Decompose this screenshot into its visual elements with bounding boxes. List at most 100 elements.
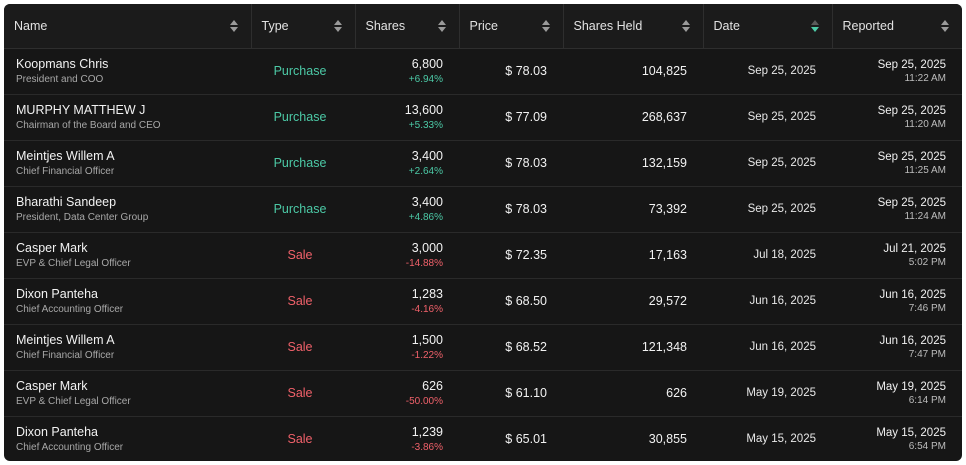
reported-date: May 19, 2025 [876,380,946,393]
trade-date: Jun 16, 2025 [749,295,816,307]
price-value: $ 61.10 [505,386,547,400]
column-header-shares-held[interactable]: Shares Held [563,4,704,49]
reported-date: Jun 16, 2025 [879,334,946,347]
insider-title: Chief Financial Officer [16,349,115,361]
transaction-type: Sale [287,432,313,447]
column-header-date[interactable]: Date [703,4,833,49]
insider-title: Chief Accounting Officer [16,303,124,315]
insider-cell: Casper Mark EVP & Chief Legal Officer [4,232,251,278]
reported-date: Sep 25, 2025 [877,58,946,71]
price-value: $ 72.35 [505,248,547,262]
table-row[interactable]: MURPHY MATTHEW J Chairman of the Board a… [4,94,962,140]
reported-cell: Sep 25, 2025 11:24 AM [832,186,962,232]
table-row[interactable]: Bharathi Sandeep President, Data Center … [4,186,962,232]
insider-name[interactable]: Koopmans Chris [16,56,109,71]
shares-held-value: 29,572 [648,294,687,308]
transaction-type: Purchase [273,156,327,170]
insider-name[interactable]: Dixon Panteha [16,286,99,301]
sort-icon[interactable] [541,19,551,33]
shares-cell: 3,400 +4.86% [355,186,459,232]
column-header-reported[interactable]: Reported [832,4,962,49]
shares-cell: 3,000 -14.88% [355,232,459,278]
shares-cell: 6,800 +6.94% [355,48,459,94]
sort-icon[interactable] [333,19,343,33]
insider-cell: Casper Mark EVP & Chief Legal Officer [4,370,251,416]
reported-time: 5:02 PM [908,256,946,268]
shares-held-value: 104,825 [641,64,687,78]
insider-name[interactable]: MURPHY MATTHEW J [16,102,146,117]
column-header-price[interactable]: Price [459,4,564,49]
shares-value: 1,500 [411,332,443,347]
table-header-row: Name Type Shares Price Shares Held Date … [4,4,962,49]
reported-date: Jun 16, 2025 [879,288,946,301]
shares-value: 3,400 [411,148,443,163]
transaction-type: Sale [287,340,313,354]
insider-cell: Koopmans Chris President and COO [4,48,251,94]
trade-date: Jun 16, 2025 [749,341,816,353]
reported-time: 11:20 AM [904,118,946,130]
table-row[interactable]: Dixon Panteha Chief Accounting Officer S… [4,416,962,461]
reported-time: 11:24 AM [904,210,946,222]
sort-descending-icon[interactable] [810,19,820,33]
insider-name[interactable]: Meintjes Willem A [16,148,115,163]
transaction-type: Purchase [273,64,327,78]
sort-icon[interactable] [229,19,239,33]
insider-trades-table: Name Type Shares Price Shares Held Date … [4,4,962,461]
shares-cell: 1,283 -4.16% [355,278,459,324]
shares-held-value: 268,637 [641,110,687,124]
shares-change-percent: -14.88% [405,257,443,269]
shares-value: 6,800 [411,56,443,71]
table-row[interactable]: Koopmans Chris President and COO Purchas… [4,48,962,94]
shares-held-value: 73,392 [648,202,687,216]
transaction-type: Purchase [273,110,327,124]
sort-icon[interactable] [940,19,950,33]
shares-cell: 3,400 +2.64% [355,140,459,186]
insider-cell: Meintjes Willem A Chief Financial Office… [4,324,251,370]
transaction-type: Purchase [273,202,327,216]
price-value: $ 78.03 [505,202,547,216]
shares-cell: 1,500 -1.22% [355,324,459,370]
price-value: $ 78.03 [505,64,547,78]
insider-title: EVP & Chief Legal Officer [16,395,131,407]
reported-date: Sep 25, 2025 [877,150,946,163]
shares-change-percent: +5.33% [408,119,443,131]
shares-change-percent: -50.00% [405,395,443,407]
sort-icon[interactable] [681,19,691,33]
shares-value: 3,000 [411,240,443,255]
insider-name[interactable]: Casper Mark [16,240,88,255]
column-header-type[interactable]: Type [251,4,356,49]
trade-date: Sep 25, 2025 [747,157,816,169]
reported-cell: Sep 25, 2025 11:20 AM [832,94,962,140]
insider-name[interactable]: Casper Mark [16,378,88,393]
sort-icon[interactable] [437,19,447,33]
table-row[interactable]: Meintjes Willem A Chief Financial Office… [4,140,962,186]
table-row[interactable]: Meintjes Willem A Chief Financial Office… [4,324,962,370]
trade-date: Jul 18, 2025 [753,249,816,261]
table-row[interactable]: Dixon Panteha Chief Accounting Officer S… [4,278,962,324]
shares-held-value: 17,163 [648,248,687,262]
reported-cell: Jun 16, 2025 7:46 PM [832,278,962,324]
shares-held-value: 30,855 [648,432,687,447]
column-header-name[interactable]: Name [4,4,252,49]
price-value: $ 78.03 [505,156,547,170]
price-value: $ 68.50 [505,294,547,308]
insider-name[interactable]: Dixon Panteha [16,424,99,439]
price-value: $ 68.52 [505,340,547,354]
price-value: $ 65.01 [505,432,547,447]
trade-date: May 15, 2025 [746,433,816,446]
insider-name[interactable]: Meintjes Willem A [16,332,115,347]
reported-cell: Sep 25, 2025 11:22 AM [832,48,962,94]
reported-cell: Jun 16, 2025 7:47 PM [832,324,962,370]
trade-date: Sep 25, 2025 [747,203,816,215]
column-header-shares[interactable]: Shares [355,4,460,49]
insider-name[interactable]: Bharathi Sandeep [16,194,117,209]
reported-date: Sep 25, 2025 [877,104,946,117]
table-row[interactable]: Casper Mark EVP & Chief Legal Officer Sa… [4,232,962,278]
shares-change-percent: -4.16% [411,303,443,315]
reported-time: 7:47 PM [908,348,946,360]
table-row[interactable]: Casper Mark EVP & Chief Legal Officer Sa… [4,370,962,416]
transaction-type: Sale [287,294,313,308]
shares-change-percent: -3.86% [411,441,443,453]
shares-value: 13,600 [404,102,443,117]
trade-date: Sep 25, 2025 [747,111,816,123]
